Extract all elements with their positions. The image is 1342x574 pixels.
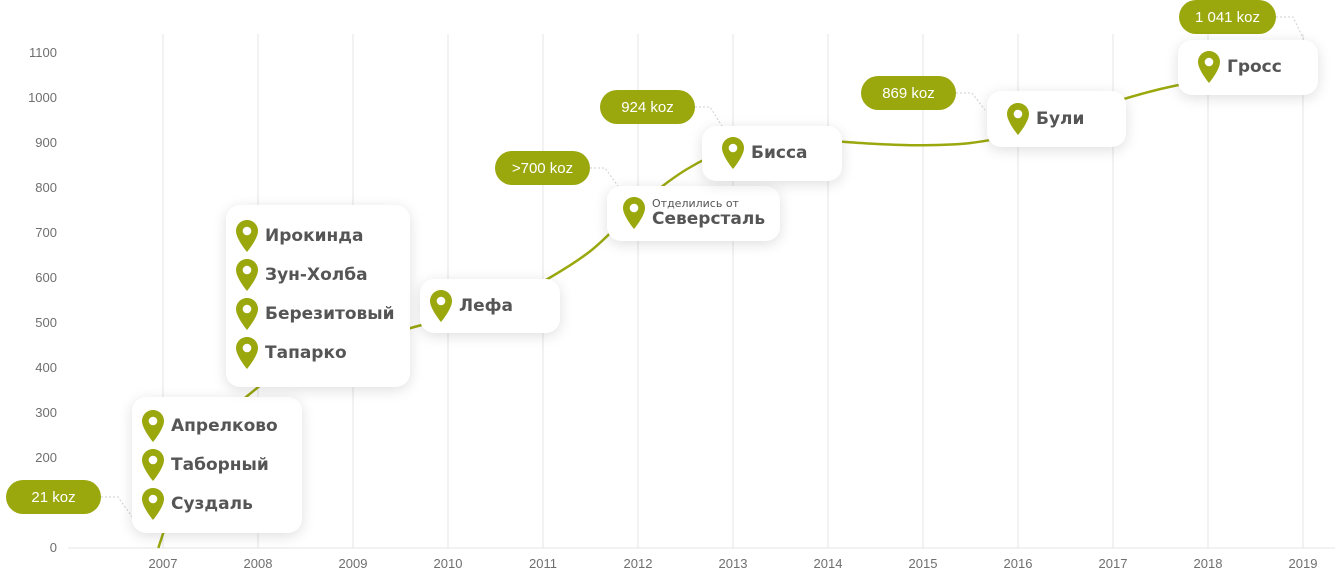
- map-pin-icon: [1198, 51, 1220, 83]
- value-label-2007: 21 koz: [6, 480, 101, 514]
- mine-name: Ирокинда: [265, 225, 364, 246]
- map-pin-icon: [142, 409, 164, 442]
- y-tick-label: 900: [35, 135, 57, 150]
- x-tick-label: 2012: [624, 556, 653, 571]
- map-pin-icon: [430, 290, 452, 322]
- y-tick-label: 800: [35, 180, 57, 195]
- mine-name: Апрелково: [171, 415, 278, 436]
- x-tick-label: 2008: [244, 556, 273, 571]
- annotation-card-2013: Бисса: [702, 126, 842, 181]
- y-tick-label: 300: [35, 405, 57, 420]
- leader-line: [101, 496, 134, 519]
- mine-item: Лефа: [430, 288, 550, 324]
- map-pin-icon: [236, 336, 258, 369]
- mine-item: Гросс: [1198, 49, 1308, 85]
- mine-name: Тапарко: [265, 342, 347, 363]
- leader-line: [1276, 16, 1305, 41]
- map-pin-icon: [236, 219, 258, 252]
- x-axis-ticks: 2007 2008 2009 2010 2011 2012 2013 2014 2015 2016…: [149, 556, 1318, 571]
- map-pin-icon: [1007, 103, 1029, 135]
- map-pin-icon: [142, 487, 164, 520]
- mine-item: Апрелково: [142, 406, 290, 445]
- leader-line: [590, 167, 619, 187]
- mine-item: Березитовый: [236, 294, 398, 333]
- map-pin-icon: [236, 258, 258, 291]
- map-pin-icon: [142, 448, 164, 481]
- annotation-card-2012: Отделились от Северсталь: [607, 186, 780, 241]
- leader-line: [695, 106, 723, 127]
- y-tick-label: 500: [35, 315, 57, 330]
- x-tick-label: 2016: [1004, 556, 1033, 571]
- mine-name: Лефа: [459, 296, 513, 316]
- value-label-2013: 924 koz: [600, 90, 695, 124]
- y-tick-label: 700: [35, 225, 57, 240]
- mine-name: Зун-Холба: [265, 264, 368, 285]
- spin-off-label: Отделились от Северсталь: [652, 196, 766, 229]
- x-tick-label: 2014: [814, 556, 843, 571]
- mine-name: Суздаль: [171, 493, 253, 514]
- y-tick-label: 200: [35, 450, 57, 465]
- mine-item: Суздаль: [142, 484, 290, 523]
- map-pin-icon: [623, 197, 645, 229]
- value-label-2015: 869 koz: [861, 76, 956, 110]
- leader-line: [956, 92, 986, 111]
- y-tick-label: 1100: [29, 45, 57, 60]
- mine-name: Бисса: [751, 143, 808, 163]
- mine-item: Були: [1007, 101, 1116, 137]
- annotation-card-2007: Апрелково Таборный Суздаль: [132, 397, 302, 533]
- y-tick-label: 600: [35, 270, 57, 285]
- x-tick-label: 2018: [1194, 556, 1223, 571]
- mine-name: Березитовый: [265, 303, 395, 324]
- mine-item: Зун-Холба: [236, 255, 398, 294]
- spin-off-caption: Отделились от: [652, 196, 739, 210]
- x-tick-label: 2015: [909, 556, 938, 571]
- x-tick-label: 2011: [529, 556, 557, 571]
- map-pin-icon: [722, 137, 744, 169]
- y-tick-label: 0: [50, 540, 57, 555]
- mine-item: Отделились от Северсталь: [623, 195, 770, 231]
- label-leader-lines: [101, 16, 1305, 519]
- annotation-card-2016: Були: [987, 91, 1126, 147]
- annotation-card-2008: Ирокинда Зун-Холба Березитовый Тапарко: [226, 205, 410, 387]
- annotation-card-2010: Лефа: [420, 279, 560, 333]
- annotation-card-2018: Гросс: [1178, 40, 1318, 95]
- value-label-2012: >700 koz: [495, 151, 590, 185]
- x-tick-label: 2019: [1289, 556, 1318, 571]
- x-tick-label: 2009: [339, 556, 368, 571]
- mine-item: Ирокинда: [236, 216, 398, 255]
- mine-item: Бисса: [722, 135, 832, 171]
- mine-name: Северсталь: [652, 208, 766, 229]
- x-tick-label: 2013: [719, 556, 748, 571]
- x-tick-label: 2007: [149, 556, 178, 571]
- y-axis-ticks: 010020030040050060070080090010001100: [28, 45, 57, 555]
- y-tick-label: 1000: [28, 90, 57, 105]
- x-tick-label: 2010: [434, 556, 463, 571]
- x-tick-label: 2017: [1099, 556, 1128, 571]
- mine-item: Тапарко: [236, 333, 398, 372]
- map-pin-icon: [236, 297, 258, 330]
- y-tick-label: 400: [35, 360, 57, 375]
- mine-name: Були: [1036, 109, 1085, 129]
- mine-name: Гросс: [1227, 57, 1282, 77]
- mine-item: Таборный: [142, 445, 290, 484]
- value-label-2019: 1 041 koz: [1179, 0, 1276, 34]
- mine-name: Таборный: [171, 454, 269, 475]
